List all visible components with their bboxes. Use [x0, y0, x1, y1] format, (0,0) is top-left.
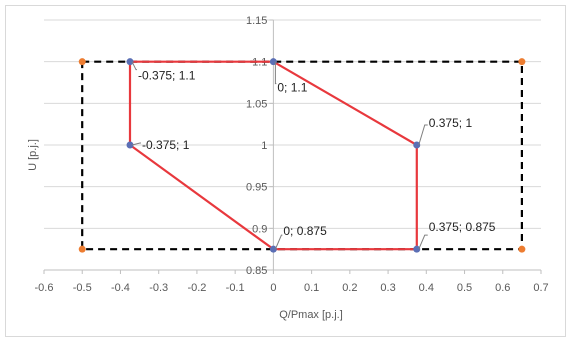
data-label: 0.375; 1	[429, 116, 473, 130]
x-axis-title: Q/Pmax [p.j.]	[279, 309, 343, 321]
operating-point	[126, 141, 134, 149]
y-tick-label: 0.95	[246, 182, 267, 194]
x-tick-label: 0	[270, 282, 276, 294]
x-tick-label: -0.3	[149, 282, 168, 294]
label-leader-line	[131, 61, 138, 71]
operating-point	[126, 58, 134, 66]
boundary-point	[78, 245, 86, 253]
x-tick-label: -0.2	[187, 282, 206, 294]
data-label: 0; 0.875	[283, 224, 327, 238]
boundary-point	[518, 58, 526, 66]
data-labels: -0.375; 1.1 0; 1.1 0.375; 1 0.375; 0.875 0; …	[131, 61, 496, 250]
boundary-point	[518, 245, 526, 253]
label-leader-line	[274, 234, 283, 250]
y-axis-title: U [p.j.]	[27, 139, 39, 171]
series	[78, 58, 526, 253]
label-leader-line	[418, 234, 428, 250]
y-tick-label: 1.05	[246, 98, 267, 110]
x-tick-label: 0.5	[457, 282, 472, 294]
boundary-point	[78, 58, 86, 66]
data-label: -0.375; 1	[142, 138, 190, 152]
x-tick-label: 0.1	[304, 282, 319, 294]
chart-area	[5, 5, 566, 337]
y-tick-label: 1.15	[246, 15, 267, 27]
x-tick-label: 0.4	[419, 282, 434, 294]
operating-point	[269, 245, 277, 253]
x-tick-label: 0.2	[342, 282, 357, 294]
x-tick-label: -0.1	[226, 282, 245, 294]
data-label: -0.375; 1.1	[138, 69, 196, 83]
x-tick-label: 0.6	[495, 282, 510, 294]
tick-labels: -0.6 -0.5 -0.4 -0.3 -0.2 -0.1 0 0.1 0.2 0.3 0.4 0.5…	[35, 15, 549, 294]
y-tick-label: 1	[261, 140, 267, 152]
data-label: 0.375; 0.875	[429, 220, 496, 234]
operating-point	[413, 245, 421, 253]
y-tick-label: 0.9	[252, 223, 267, 235]
x-tick-label: 0.7	[533, 282, 548, 294]
x-tick-label: -0.6	[35, 282, 54, 294]
x-tick-label: -0.5	[73, 282, 92, 294]
label-leader-line	[418, 124, 428, 146]
label-leader-line	[131, 142, 142, 146]
y-tick-label: 0.85	[246, 265, 267, 277]
x-tick-label: -0.4	[111, 282, 130, 294]
data-label: 0; 1.1	[277, 81, 307, 95]
operating-point	[413, 141, 421, 149]
x-tick-label: 0.3	[380, 282, 395, 294]
label-leader-line	[274, 61, 277, 85]
